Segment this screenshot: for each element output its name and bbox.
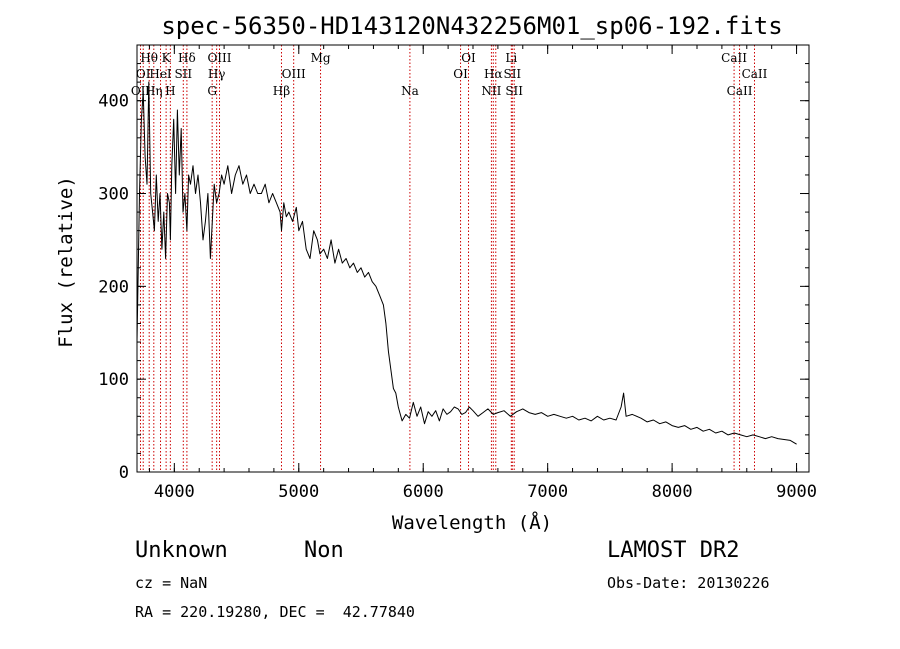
line-marker-label: OI — [136, 67, 151, 81]
spectrum-line — [136, 81, 797, 445]
line-marker-label: H — [165, 84, 175, 98]
line-marker-label: HeI — [149, 67, 172, 81]
x-axis-label: Wavelength (Å) — [392, 511, 552, 534]
line-marker-label: OI — [453, 67, 468, 81]
x-tick-label: 4000 — [154, 482, 195, 502]
x-tick-label: 8000 — [652, 482, 693, 502]
line-marker-label: NII — [481, 84, 501, 98]
object-name: Unknown — [135, 538, 228, 563]
line-marker-label: OI — [461, 51, 476, 65]
line-marker-label: SII — [503, 67, 521, 81]
line-marker-label: CaII — [742, 67, 768, 81]
line-marker-label: Hη — [145, 84, 163, 98]
spectrum-series — [136, 81, 797, 445]
line-marker-label: Hθ — [140, 51, 158, 65]
y-tick-label: 300 — [98, 185, 129, 205]
obs-date-text: Obs-Date: 20130226 — [607, 574, 770, 592]
line-marker-label: CaII — [727, 84, 753, 98]
x-tick-label: 7000 — [527, 482, 568, 502]
plot-frame — [136, 44, 810, 473]
x-tick-label: 6000 — [403, 482, 444, 502]
line-marker-label: Hδ — [178, 51, 196, 65]
x-tick-label: 9000 — [776, 482, 817, 502]
chart-title: spec-56350-HD143120N432256M01_sp06-192.f… — [161, 12, 782, 40]
line-marker-label: CaII — [721, 51, 747, 65]
line-marker-label: G — [207, 84, 217, 98]
coordinates-text: RA = 220.19280, DEC = 42.77840 — [135, 603, 415, 621]
y-tick-label: 400 — [98, 92, 129, 112]
line-marker-label: Na — [401, 84, 419, 98]
line-marker-label: Hα — [484, 67, 503, 81]
object-class: Non — [304, 538, 344, 563]
x-tick-label: 5000 — [278, 482, 319, 502]
line-markers — [139, 45, 755, 472]
y-tick-label: 100 — [98, 370, 129, 390]
line-marker-label: OIII — [207, 51, 231, 65]
survey-name: LAMOST DR2 — [607, 538, 740, 563]
line-marker-label: Hγ — [208, 67, 226, 81]
line-marker-label: K — [162, 51, 172, 65]
line-marker-label: OII — [131, 84, 151, 98]
line-marker-label: Hβ — [273, 84, 290, 98]
line-marker-label: OIII — [282, 67, 306, 81]
axis-ticks: 4000 5000 6000 7000 8000 9000 0 100 200 300 400 — [98, 45, 817, 502]
line-marker-label: Li — [505, 51, 517, 65]
line-marker-label: SII — [505, 84, 523, 98]
y-axis-label: Flux (relative) — [55, 176, 77, 348]
y-tick-label: 200 — [98, 277, 129, 297]
line-marker-label: SII — [174, 67, 192, 81]
marker-labels: OII OI Hθ Hη HeI K H SII Hδ G Hγ OIII Hβ OIII Mg Na OI OI… — [131, 51, 768, 98]
y-tick-label: 0 — [119, 463, 129, 483]
line-marker-label: Mg — [311, 51, 331, 65]
redshift-text: cz = NaN — [135, 574, 208, 592]
